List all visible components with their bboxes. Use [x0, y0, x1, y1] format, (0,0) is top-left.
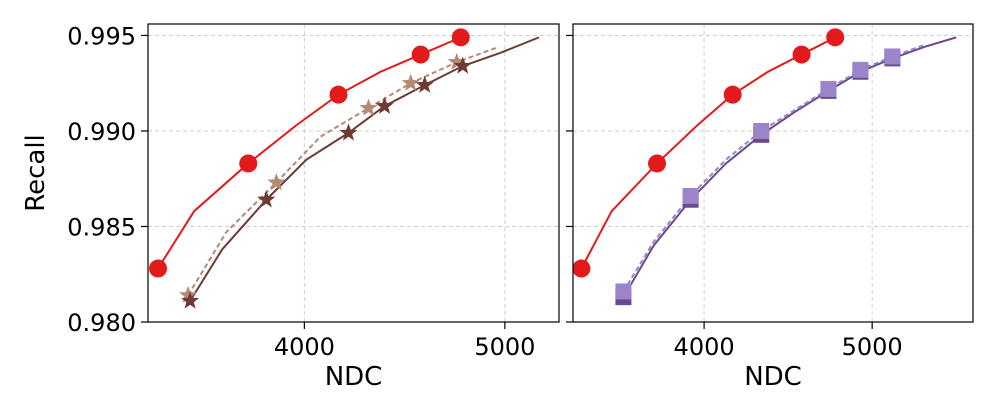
marker-light-brown-star-dashed-5: [401, 73, 420, 91]
series-line-dark-purple-square: [622, 36, 957, 298]
marker-light-purple-square-dashed-0: [615, 283, 632, 300]
marker-light-purple-square-dashed-2: [682, 187, 699, 204]
y-tick-label: 0.985: [67, 213, 136, 241]
marker-light-brown-star-dashed-0: [179, 285, 198, 303]
marker-red-circle-6: [792, 45, 811, 64]
series-line-light-purple-square-dashed: [622, 44, 925, 292]
marker-light-purple-square-dashed-4: [753, 122, 770, 139]
x-tick-label: 4000: [274, 333, 335, 361]
marker-red-circle-2: [239, 154, 258, 173]
marker-dark-brown-star-7: [453, 56, 472, 74]
x-tick-label: 4000: [674, 333, 735, 361]
y-tick-label: 0.995: [67, 22, 136, 50]
series-line-dark-brown-star: [189, 36, 540, 302]
y-axis-label: Recall: [21, 134, 51, 212]
marker-red-circle-4: [723, 85, 742, 104]
marker-light-brown-star-dashed-4: [359, 98, 378, 116]
x-tick-label: 5000: [474, 333, 535, 361]
marker-light-purple-square-dashed-6: [820, 80, 837, 97]
y-tick-label: 0.990: [67, 118, 136, 146]
marker-dark-brown-star-5: [375, 96, 394, 114]
marker-dark-brown-star-4: [339, 123, 358, 141]
marker-light-purple-square-dashed-8: [884, 48, 901, 65]
x-axis-label: NDC: [744, 362, 802, 392]
marker-dark-brown-star-2: [257, 190, 276, 208]
marker-red-circle-0: [149, 259, 168, 278]
x-axis-label: NDC: [325, 362, 383, 392]
x-tick-label: 5000: [842, 333, 903, 361]
series-line-red-circle: [580, 36, 836, 269]
marker-red-circle-2: [648, 154, 667, 173]
plot-frame: [572, 23, 974, 323]
marker-light-purple-square-dashed-7: [852, 61, 869, 78]
marker-red-circle-0: [572, 259, 591, 278]
series-line-light-brown-star-dashed: [187, 45, 500, 296]
left-panel: 0.980 0.985 0.990 0.995 4000 5000 NDC Recall: [21, 22, 560, 392]
marker-dark-brown-star-6: [415, 75, 434, 93]
marker-red-circle-4: [329, 85, 348, 104]
plot-frame: [147, 23, 560, 323]
marker-light-brown-star-dashed-2: [267, 173, 286, 191]
marker-dark-brown-star-0: [181, 291, 200, 309]
marker-red-circle-7: [451, 28, 470, 47]
series-line-red-circle: [157, 36, 462, 270]
right-panel: 4000 5000 NDC: [566, 23, 974, 392]
y-tick-label: 0.980: [67, 309, 136, 337]
marker-red-circle-7: [826, 28, 845, 47]
marker-red-circle-6: [411, 45, 430, 64]
marker-light-brown-star-dashed-6: [447, 52, 466, 70]
